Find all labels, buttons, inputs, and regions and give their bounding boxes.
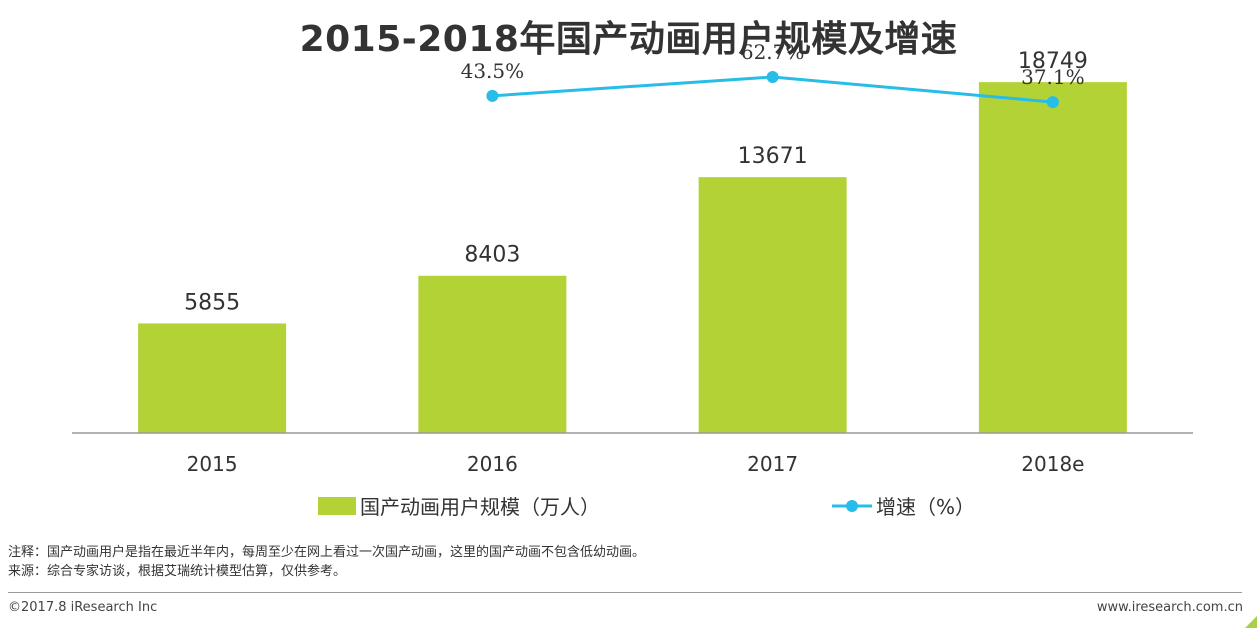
note-text: 注释：国产动画用户是指在最近半年内，每周至少在网上看过一次国产动画，这里的国产动… <box>8 545 646 560</box>
footer-divider <box>8 592 1242 593</box>
chart-title: 2015-2018年国产动画用户规模及增速 <box>299 19 958 60</box>
legend-line-label: 增速（%） <box>876 495 975 519</box>
x-tick-2017: 2017 <box>747 452 798 476</box>
notes-block: 注释：国产动画用户是指在最近半年内，每周至少在网上看过一次国产动画，这里的国产动… <box>8 543 645 581</box>
legend-line-marker <box>846 500 858 512</box>
growth-point-2017 <box>766 70 779 83</box>
x-tick-2015: 2015 <box>187 452 238 476</box>
legend-bar-label: 国产动画用户规模（万人） <box>360 495 600 519</box>
growth-label-2018e: 37.1% <box>1021 65 1085 89</box>
bar-value-label-2015: 5855 <box>184 290 240 315</box>
source-text: 来源：综合专家访谈，根据艾瑞统计模型估算，仅供参考。 <box>8 564 347 579</box>
bars-layer: 5855 8403 13671 18749 <box>138 49 1127 433</box>
bar-2015 <box>138 323 287 433</box>
growth-line-layer: 43.5% 62.7% 37.1% <box>461 40 1085 109</box>
legend: 国产动画用户规模（万人） 增速（%） <box>318 495 975 519</box>
bar-value-label-2017: 13671 <box>738 144 808 169</box>
bar-value-label-2016: 8403 <box>464 243 520 268</box>
bar-2018e <box>978 82 1127 433</box>
legend-bar-swatch <box>318 497 356 515</box>
bar-2017 <box>698 177 847 433</box>
x-tick-labels: 2015 2016 2017 2018e <box>187 452 1085 476</box>
growth-label-2016: 43.5% <box>461 59 525 83</box>
website-link[interactable]: www.iresearch.com.cn <box>1096 600 1243 615</box>
x-tick-2018e: 2018e <box>1021 452 1084 476</box>
growth-label-2017: 62.7% <box>741 40 805 64</box>
growth-point-2016 <box>486 89 499 102</box>
x-tick-2016: 2016 <box>467 452 518 476</box>
bar-value-label-2018e: 18749 <box>1018 49 1088 74</box>
growth-point-2018e <box>1046 96 1059 109</box>
bar-2016 <box>418 275 567 433</box>
copyright-text: ©2017.8 iResearch Inc <box>8 600 158 615</box>
corner-accent <box>1245 616 1257 628</box>
